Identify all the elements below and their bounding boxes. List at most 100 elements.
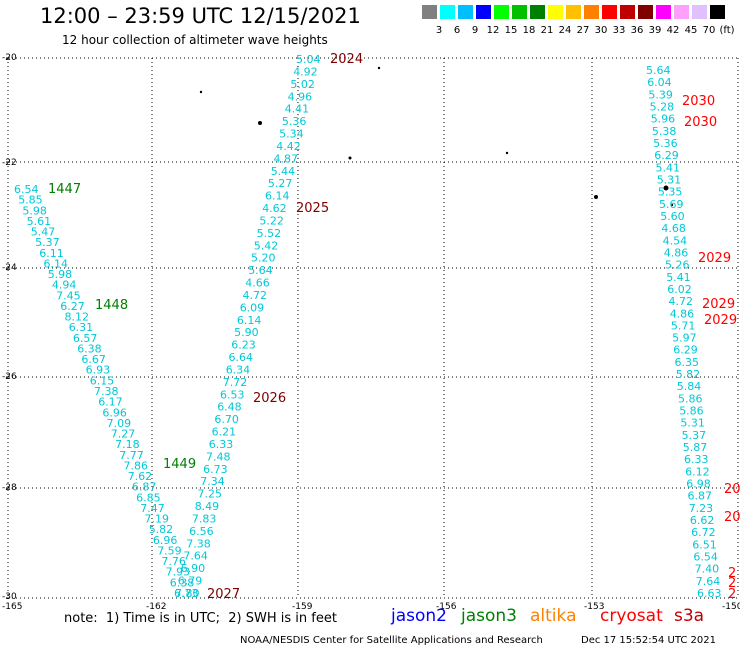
sat-label-cryosat: cryosat bbox=[600, 606, 663, 626]
wave-value-track-c: 7.64 bbox=[696, 575, 721, 588]
time-label: 2 bbox=[728, 576, 736, 591]
wave-value-track-a: 5.44 bbox=[271, 165, 296, 178]
wave-value-track-c: 6.62 bbox=[690, 514, 715, 527]
y-tick-label: -28 bbox=[2, 483, 17, 493]
wave-value-track-a: 7.25 bbox=[198, 488, 223, 501]
y-tick-label: -26 bbox=[2, 372, 17, 382]
wave-value-track-b: 6.67 bbox=[81, 353, 106, 366]
wave-value-track-b: 7.38 bbox=[94, 385, 119, 398]
wave-value-track-c: 6.98 bbox=[686, 478, 711, 491]
wave-value-track-c: 5.41 bbox=[666, 271, 691, 284]
timestamp: Dec 17 15:52:54 UTC 2021 bbox=[581, 635, 716, 646]
island-marker bbox=[377, 66, 381, 70]
island-marker bbox=[258, 121, 262, 125]
wave-value-track-a: 7.83 bbox=[192, 513, 217, 526]
wave-value-track-c: 6.87 bbox=[688, 490, 713, 503]
wave-value-track-a: 5.20 bbox=[251, 252, 276, 265]
wave-value-track-a: 7.64 bbox=[183, 550, 208, 563]
wave-value-track-b: 6.14 bbox=[44, 257, 69, 270]
wave-value-track-a: 6.09 bbox=[240, 301, 265, 314]
wave-value-track-c: 5.69 bbox=[659, 198, 684, 211]
wave-value-track-c: 6.04 bbox=[647, 76, 672, 89]
wave-value-track-b: 7.47 bbox=[140, 502, 165, 515]
wave-value-track-a: 6.33 bbox=[209, 438, 234, 451]
wave-value-track-c: 7.40 bbox=[695, 563, 720, 576]
wave-value-track-c: 5.64 bbox=[646, 64, 671, 77]
legend-swatch bbox=[620, 5, 635, 19]
time-label: 2026 bbox=[253, 391, 286, 406]
sat-label-altika: altika bbox=[530, 606, 577, 626]
legend-label: 33 bbox=[612, 25, 626, 36]
wave-value-track-b: 6.38 bbox=[77, 343, 102, 356]
sat-label-jason2: jason2 bbox=[391, 606, 447, 626]
legend-label: 27 bbox=[576, 25, 590, 36]
legend-swatch bbox=[566, 5, 581, 19]
time-label: 20 bbox=[724, 510, 740, 525]
wave-value-track-b: 5.37 bbox=[35, 236, 60, 249]
wave-value-track-a: 4.41 bbox=[285, 103, 310, 116]
wave-value-track-a: 6.70 bbox=[214, 413, 239, 426]
legend-label: 39 bbox=[648, 25, 662, 36]
legend-swatch bbox=[548, 5, 563, 19]
time-label: 20 bbox=[724, 482, 740, 497]
wave-value-track-b: 6.17 bbox=[98, 396, 123, 409]
wave-value-track-b: 5.98 bbox=[48, 268, 72, 281]
time-label: 1447 bbox=[48, 182, 81, 197]
wave-value-track-a: 5.02 bbox=[290, 78, 315, 91]
legend-swatch bbox=[476, 5, 491, 19]
wave-value-track-a: 5.04 bbox=[296, 53, 321, 66]
wave-value-track-b: 6.96 bbox=[102, 406, 127, 419]
legend-swatch bbox=[494, 5, 509, 19]
legend-label: (ft) bbox=[719, 25, 735, 36]
wave-value-track-b: 7.93 bbox=[166, 566, 191, 579]
time-label: 2030 bbox=[682, 94, 715, 109]
wave-value-track-a: 6.14 bbox=[265, 190, 290, 203]
time-label: 1448 bbox=[95, 298, 128, 313]
wave-value-track-a: 6.14 bbox=[237, 314, 262, 327]
island-marker bbox=[348, 156, 352, 160]
wave-value-track-b: 5.47 bbox=[31, 226, 56, 239]
wave-value-track-a: 6.23 bbox=[231, 339, 256, 352]
wave-value-track-a: 6.90 bbox=[181, 562, 206, 575]
wave-value-track-a: 5.64 bbox=[248, 264, 273, 277]
time-label: 2 bbox=[728, 587, 736, 602]
wave-value-track-c: 5.86 bbox=[679, 405, 704, 418]
wave-value-track-b: 8.12 bbox=[65, 311, 90, 324]
legend-swatch bbox=[584, 5, 599, 19]
time-labels: 2024 2025 2026 2027 1447 1448 1449 2030 2030 2029… bbox=[48, 52, 740, 602]
legend-label: 45 bbox=[684, 25, 698, 36]
wave-value-track-c: 4.72 bbox=[669, 295, 694, 308]
wave-value-track-a: 6.48 bbox=[217, 401, 242, 414]
y-tick-label: -20 bbox=[2, 53, 17, 63]
wave-value-track-c: 6.12 bbox=[685, 465, 710, 478]
wave-value-track-b: 6.54 bbox=[14, 183, 39, 196]
time-label: 1449 bbox=[163, 457, 196, 472]
wave-value-track-a: 6.21 bbox=[212, 426, 237, 439]
wave-value-track-b: 7.18 bbox=[115, 438, 140, 451]
wave-value-track-c: 4.86 bbox=[670, 307, 695, 320]
wave-value-track-b: 7.19 bbox=[145, 513, 170, 526]
x-tick-label: -156 bbox=[436, 602, 457, 612]
legend-label: 36 bbox=[630, 25, 644, 36]
wave-value-track-c: 6.33 bbox=[684, 453, 709, 466]
wave-value-track-b: 5.82 bbox=[149, 523, 174, 536]
y-tick-label: -24 bbox=[2, 263, 17, 273]
legend-swatch bbox=[692, 5, 707, 19]
wave-value-track-b: 5.61 bbox=[27, 215, 51, 228]
wave-value-track-b: 4.94 bbox=[52, 279, 77, 292]
wave-value-track-a: 6.56 bbox=[189, 525, 214, 538]
x-tick-label: -150 bbox=[722, 602, 740, 612]
wave-value-track-a: 5.36 bbox=[282, 115, 307, 128]
island-marker bbox=[199, 90, 203, 94]
wave-value-track-b: 6.57 bbox=[73, 332, 98, 345]
legend-label: 70 bbox=[702, 25, 716, 36]
legend-swatch bbox=[530, 5, 545, 19]
wave-value-track-c: 6.54 bbox=[693, 551, 718, 564]
wave-value-track-a: 6.79 bbox=[178, 575, 203, 588]
wave-value-track-a: 4.72 bbox=[243, 289, 268, 302]
wave-value-track-a: 5.52 bbox=[257, 227, 282, 240]
wave-value-track-b: 6.93 bbox=[86, 364, 111, 377]
y-tick-label: -22 bbox=[2, 158, 17, 168]
wave-value-track-a: 6.73 bbox=[203, 463, 228, 476]
